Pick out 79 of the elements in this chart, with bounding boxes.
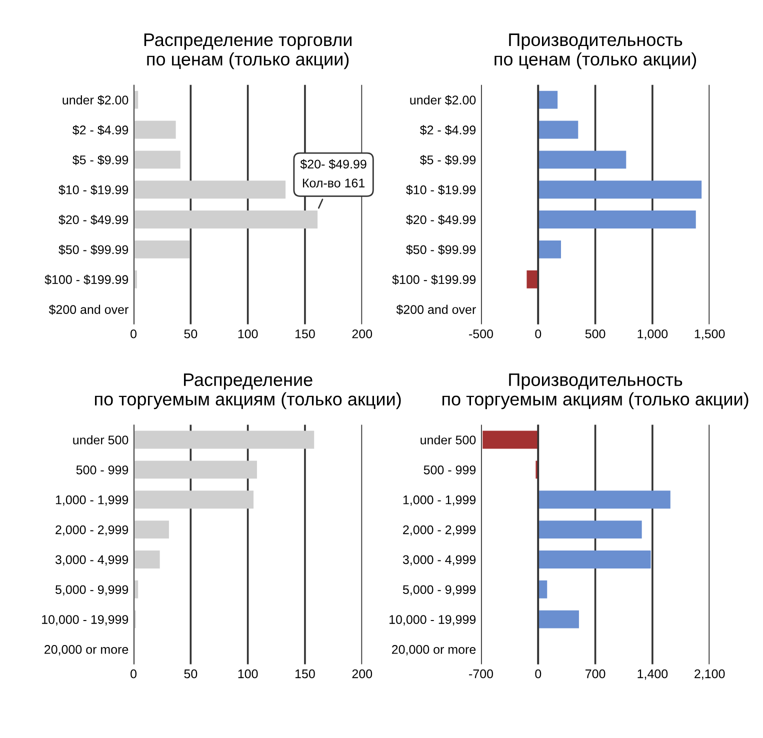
bar bbox=[538, 150, 626, 169]
x-tick-label: 700 bbox=[586, 669, 606, 678]
y-tick-label: $5 - $9.99 bbox=[72, 154, 128, 166]
x-tick-label: 200 bbox=[352, 329, 372, 338]
x-tick-label: 50 bbox=[184, 669, 198, 678]
y-tick-label: under 500 bbox=[73, 435, 128, 444]
x-tick-label: 1,000 bbox=[638, 329, 668, 340]
x-tick-label: 50 bbox=[184, 329, 198, 338]
y-tick-label: $2 - $4.99 bbox=[72, 125, 128, 136]
bar bbox=[134, 490, 254, 509]
y-tick-label: $5 - $9.99 bbox=[420, 154, 476, 166]
bar bbox=[134, 240, 190, 258]
bar bbox=[538, 610, 579, 628]
x-tick-label: 100 bbox=[238, 329, 258, 338]
y-tick-label: $20 - $49.99 bbox=[406, 214, 476, 225]
x-tick-label: 500 bbox=[585, 329, 606, 338]
y-tick-label: 1,000 - 1,999 bbox=[56, 495, 128, 506]
y-tick-label: 2,000 - 2,999 bbox=[403, 525, 476, 536]
y-tick-label: under $2.00 bbox=[410, 95, 476, 106]
y-tick-label: $100 - $199.99 bbox=[44, 274, 128, 285]
bar bbox=[134, 430, 314, 449]
y-tick-label: under $2.00 bbox=[62, 95, 128, 106]
y-tick-label: $50 - $99.99 bbox=[58, 244, 128, 255]
bar bbox=[134, 180, 286, 199]
x-tick-label: -500 bbox=[469, 329, 494, 338]
x-tick-label: 0 bbox=[130, 669, 137, 678]
x-tick-label: 200 bbox=[352, 669, 372, 678]
bar bbox=[538, 240, 561, 258]
y-tick-label: $200 and over bbox=[396, 304, 476, 315]
bar bbox=[134, 520, 169, 539]
annotation: $20- $49.99 Кол-во 161 bbox=[300, 159, 366, 188]
x-tick-label: 150 bbox=[296, 329, 315, 338]
bar bbox=[538, 90, 558, 109]
x-tick-label: 0 bbox=[130, 329, 137, 338]
bar bbox=[538, 180, 702, 199]
y-tick-label: $100 - $199.99 bbox=[392, 274, 476, 285]
bar bbox=[134, 150, 180, 169]
chart-title: Производительность по торгуемым акциям (только акции) bbox=[442, 373, 748, 410]
x-tick-label: 0 bbox=[535, 329, 542, 338]
x-tick-label: 150 bbox=[296, 669, 315, 678]
y-tick-label: $10 - $19.99 bbox=[406, 184, 476, 195]
bar bbox=[538, 520, 642, 539]
chart-title: Распределение по торгуемым акциям (только акции) bbox=[95, 373, 401, 410]
y-tick-label: 5,000 - 9,999 bbox=[402, 585, 476, 596]
y-tick-label: $20 - $49.99 bbox=[58, 214, 128, 225]
bar bbox=[538, 550, 651, 568]
y-tick-label: $2 - $4.99 bbox=[420, 125, 476, 136]
y-tick-label: $200 and over bbox=[48, 304, 128, 315]
y-tick-label: 10,000 - 19,999 bbox=[42, 615, 128, 626]
bar bbox=[482, 430, 538, 449]
y-tick-label: 3,000 - 4,999 bbox=[55, 555, 128, 566]
y-tick-label: 5,000 - 9,999 bbox=[56, 585, 128, 596]
y-tick-label: 2,000 - 2,999 bbox=[56, 525, 128, 536]
y-tick-label: 500 - 999 bbox=[424, 465, 476, 474]
x-tick-label: -700 bbox=[469, 669, 494, 678]
y-tick-label: 3,000 - 4,999 bbox=[402, 555, 476, 566]
y-tick-label: 10,000 - 19,999 bbox=[390, 615, 476, 626]
bar bbox=[538, 490, 670, 509]
bar bbox=[134, 210, 318, 229]
bar bbox=[538, 120, 578, 139]
x-tick-label: 100 bbox=[238, 669, 258, 678]
y-tick-label: $10 - $19.99 bbox=[58, 184, 128, 195]
bar bbox=[538, 210, 696, 229]
chart-title: Распределение торговли по ценам (только акции) bbox=[144, 34, 352, 70]
chart-title: Производительность по ценам (только акции) bbox=[494, 34, 696, 70]
bar bbox=[526, 270, 538, 288]
y-tick-label: $50 - $99.99 bbox=[406, 244, 476, 255]
bar bbox=[134, 550, 160, 568]
x-tick-label: 1,400 bbox=[638, 669, 668, 680]
bar bbox=[134, 460, 257, 479]
x-tick-label: 2,100 bbox=[694, 669, 725, 680]
x-tick-label: 0 bbox=[535, 669, 542, 678]
y-tick-label: 20,000 or more bbox=[392, 645, 476, 656]
y-tick-label: 500 - 999 bbox=[76, 465, 128, 474]
y-tick-label: 20,000 or more bbox=[44, 645, 128, 656]
x-tick-label: 1,500 bbox=[694, 329, 725, 340]
y-tick-label: under 500 bbox=[420, 435, 476, 444]
y-tick-label: 1,000 - 1,999 bbox=[403, 495, 476, 506]
bar bbox=[134, 120, 176, 139]
